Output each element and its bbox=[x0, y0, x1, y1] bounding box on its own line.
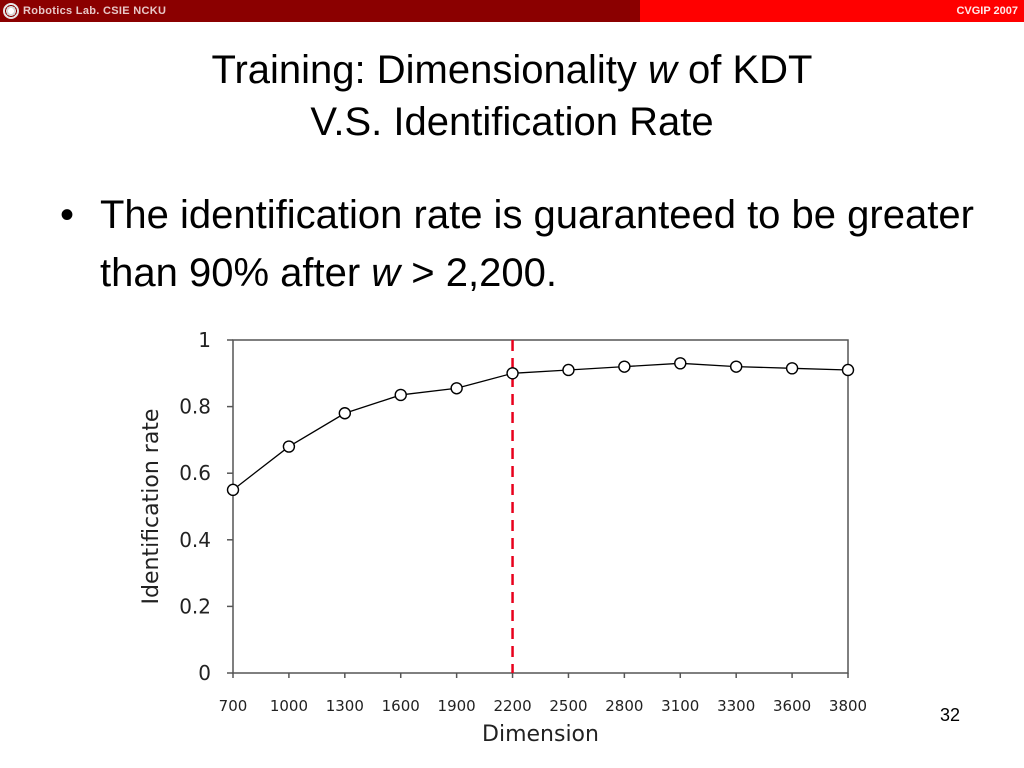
header-bar: Robotics Lab. CSIE NCKU CVGIP 2007 bbox=[0, 0, 1024, 22]
slide-number: 32 bbox=[940, 705, 961, 725]
title-text-post: of KDT bbox=[676, 48, 813, 92]
x-tick-label: 3800 bbox=[829, 697, 867, 715]
slide-title: Training: Dimensionality w of KDT V.S. I… bbox=[0, 44, 1024, 148]
y-tick-label: 0.6 bbox=[179, 461, 211, 485]
x-tick-label: 3100 bbox=[661, 697, 699, 715]
x-tick-label: 2800 bbox=[605, 697, 643, 715]
data-point bbox=[841, 363, 855, 377]
bullet-dot-icon: • bbox=[60, 193, 75, 237]
y-tick-label: 0 bbox=[198, 661, 211, 685]
data-point bbox=[226, 483, 240, 497]
bullet-text-post: > 2,200. bbox=[400, 251, 557, 295]
bullet-text: The identification rate is guaranteed to… bbox=[100, 186, 980, 302]
title-line-2: V.S. Identification Rate bbox=[310, 100, 714, 144]
bullet-text-pre: The identification rate is guaranteed to… bbox=[100, 193, 974, 295]
x-axis-title: Dimension bbox=[482, 722, 599, 747]
header-left: Robotics Lab. CSIE NCKU bbox=[0, 0, 640, 22]
y-tick-label: 1 bbox=[198, 328, 211, 352]
title-line-1: Training: Dimensionality w of KDT bbox=[0, 44, 1024, 96]
x-tick-label: 1300 bbox=[326, 697, 364, 715]
lab-logo-icon bbox=[3, 3, 19, 19]
x-tick-label: 1000 bbox=[270, 697, 308, 715]
data-point bbox=[338, 407, 352, 420]
x-tick-label: 1900 bbox=[438, 697, 476, 715]
chart: 0 0.2 0.4 0.6 0.8 1 700 1000 1300 1600 1900 2200 250… bbox=[139, 328, 867, 747]
x-tick-label: 2200 bbox=[493, 697, 531, 715]
lab-name: Robotics Lab. CSIE NCKU bbox=[23, 5, 167, 17]
data-point bbox=[450, 382, 463, 395]
data-point bbox=[618, 360, 631, 373]
data-point bbox=[785, 362, 799, 375]
y-tick-label: 0.8 bbox=[179, 395, 211, 419]
bullet-item: • The identification rate is guaranteed … bbox=[60, 186, 980, 302]
conference-name: CVGIP 2007 bbox=[956, 5, 1018, 17]
x-tick-label: 2500 bbox=[549, 697, 587, 715]
x-tick-label: 700 bbox=[219, 697, 248, 715]
plot-frame bbox=[232, 339, 849, 674]
title-text-pre: Training: Dimensionality bbox=[211, 48, 648, 92]
x-tick-label: 3300 bbox=[717, 697, 755, 715]
series-line bbox=[232, 362, 849, 491]
x-tick-label: 1600 bbox=[382, 697, 420, 715]
data-point bbox=[506, 367, 519, 380]
data-point bbox=[282, 440, 296, 453]
bullet-var: w bbox=[371, 251, 401, 295]
data-point bbox=[674, 357, 687, 370]
y-tick-label: 0.2 bbox=[179, 594, 211, 618]
y-tick-label: 0.4 bbox=[179, 528, 211, 552]
header-right: CVGIP 2007 bbox=[640, 0, 1024, 22]
data-point bbox=[729, 360, 743, 373]
title-var: w bbox=[647, 48, 677, 92]
x-tick-label: 3600 bbox=[773, 697, 811, 715]
y-axis-title: Identification rate bbox=[139, 409, 164, 605]
data-point bbox=[562, 363, 575, 377]
data-point bbox=[394, 388, 407, 402]
